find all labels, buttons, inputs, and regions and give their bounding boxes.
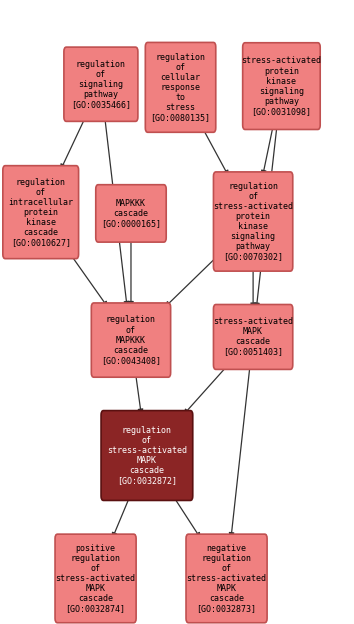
FancyBboxPatch shape <box>64 47 138 121</box>
Text: stress-activated
protein
kinase
signaling
pathway
[GO:0031098]: stress-activated protein kinase signalin… <box>241 57 321 115</box>
FancyBboxPatch shape <box>55 534 136 623</box>
FancyBboxPatch shape <box>186 534 267 623</box>
FancyBboxPatch shape <box>101 411 193 500</box>
FancyBboxPatch shape <box>243 43 320 130</box>
FancyBboxPatch shape <box>145 42 216 132</box>
FancyBboxPatch shape <box>213 172 293 271</box>
Text: regulation
of
cellular
response
to
stress
[GO:0080135]: regulation of cellular response to stres… <box>150 52 211 122</box>
FancyBboxPatch shape <box>213 305 293 369</box>
Text: stress-activated
MAPK
cascade
[GO:0051403]: stress-activated MAPK cascade [GO:005140… <box>213 318 293 356</box>
Text: MAPKKK
cascade
[GO:0000165]: MAPKKK cascade [GO:0000165] <box>101 199 161 228</box>
Text: regulation
of
signaling
pathway
[GO:0035466]: regulation of signaling pathway [GO:0035… <box>71 60 131 109</box>
Text: negative
regulation
of
stress-activated
MAPK
cascade
[GO:0032873]: negative regulation of stress-activated … <box>187 544 267 613</box>
Text: regulation
of
intracellular
protein
kinase
cascade
[GO:0010627]: regulation of intracellular protein kina… <box>8 177 73 247</box>
Text: regulation
of
stress-activated
MAPK
cascade
[GO:0032872]: regulation of stress-activated MAPK casc… <box>107 426 187 485</box>
Text: positive
regulation
of
stress-activated
MAPK
cascade
[GO:0032874]: positive regulation of stress-activated … <box>56 544 136 613</box>
FancyBboxPatch shape <box>91 303 171 377</box>
FancyBboxPatch shape <box>3 165 79 258</box>
FancyBboxPatch shape <box>96 185 166 242</box>
Text: regulation
of
MAPKKK
cascade
[GO:0043408]: regulation of MAPKKK cascade [GO:0043408… <box>101 316 161 364</box>
Text: regulation
of
stress-activated
protein
kinase
signaling
pathway
[GO:0070302]: regulation of stress-activated protein k… <box>213 182 293 261</box>
